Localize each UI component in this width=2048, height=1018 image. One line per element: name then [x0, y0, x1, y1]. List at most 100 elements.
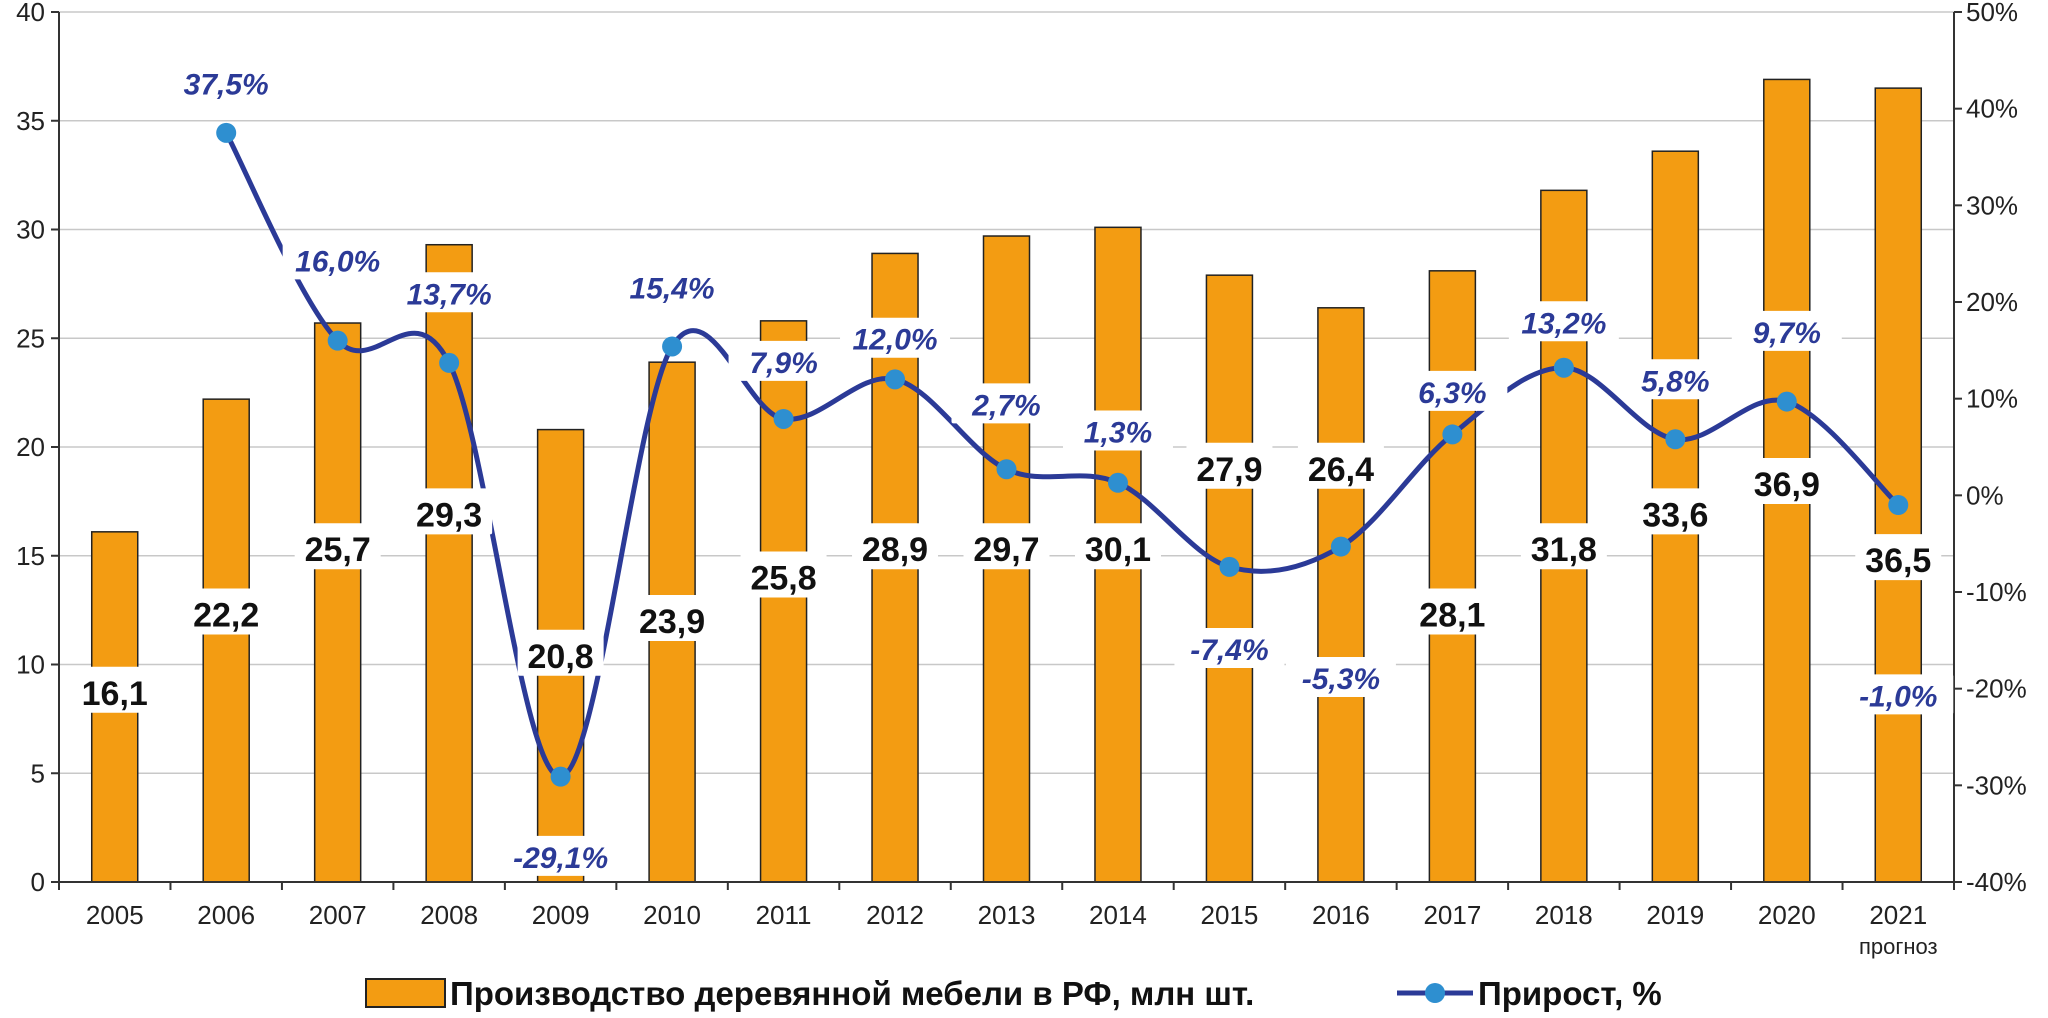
growth-value-label-bg [1062, 410, 1173, 451]
growth-value-label-bg [840, 317, 951, 358]
growth-value-label-text: -5,3% [1302, 663, 1380, 696]
x-tick-label: 2014 [1089, 900, 1147, 930]
growth-point-2017 [1442, 424, 1463, 445]
growth-value-label: 37,5% [171, 62, 282, 103]
y-left-tick-label: 15 [16, 541, 45, 571]
x-tick-label: 2015 [1201, 900, 1259, 930]
growth-point-2011 [773, 408, 794, 429]
bar-value-label-bg [517, 629, 604, 676]
bar-value-label: 20,8 [517, 629, 604, 676]
growth-value-label-text: -29,1% [513, 842, 608, 875]
y-right-tick-label: 10% [1966, 384, 2018, 414]
growth-value-label: 16,0% [282, 239, 393, 280]
bar-value-label: 22,2 [183, 588, 270, 635]
growth-value-label: -1,0% [1843, 674, 1954, 715]
bar-2017 [1428, 270, 1477, 883]
y-right-tick-label: 30% [1966, 190, 2018, 220]
legend-bar-label: Производство деревянной мебели в РФ, млн… [450, 975, 1254, 1012]
legend-line-marker [1425, 983, 1445, 1003]
growth-point-2019 [1665, 429, 1686, 450]
growth-value-label-bg [171, 62, 282, 103]
y-left-tick-label: 40 [16, 0, 45, 27]
growth-line [223, 131, 1901, 780]
bar-value-label-text: 33,6 [1642, 496, 1708, 534]
growth-value-label-text: 6,3% [1418, 377, 1486, 410]
bar-value-label-bg [1186, 442, 1273, 489]
bar-value-label-text: 25,7 [305, 531, 371, 569]
bar-value-label-bg [294, 523, 381, 570]
bar-value-label-text: 23,9 [639, 603, 705, 641]
growth-value-label-bg [617, 266, 728, 307]
bar-value-label-bg [71, 666, 158, 713]
growth-series [216, 122, 1909, 787]
bar-value-label-text: 31,8 [1531, 531, 1597, 569]
growth-point-2013 [996, 459, 1017, 480]
y-left-tick-label: 20 [16, 432, 45, 462]
x-tick-label: 2007 [309, 900, 367, 930]
growth-value-label-text: 12,0% [852, 324, 937, 357]
y-right-tick-label: -40% [1966, 867, 2027, 897]
x-tick-label: 2010 [643, 900, 701, 930]
bar-value-label-bg [1074, 523, 1161, 570]
bar-value-label-bg [963, 523, 1050, 570]
growth-point-2008 [439, 352, 460, 373]
x-tick-label: 2012 [866, 900, 924, 930]
bar-value-label-bg [1632, 488, 1719, 535]
growth-value-label-bg [728, 340, 839, 381]
growth-value-label: -29,1% [505, 835, 616, 876]
growth-point-2007 [327, 330, 348, 351]
x-tick-label: 2006 [197, 900, 255, 930]
legend-bar-swatch [365, 978, 446, 1008]
bar-value-label-text: 20,8 [528, 638, 594, 676]
bar-2016 [1317, 307, 1365, 883]
growth-value-label: 7,9% [728, 340, 839, 381]
bar-value-label-text: 29,7 [973, 531, 1039, 569]
y-left-tick-label: 25 [16, 323, 45, 353]
growth-value-label: -7,4% [1174, 628, 1285, 668]
growth-value-label-bg [1285, 657, 1396, 697]
growth-value-label-bg [505, 835, 616, 876]
bar-value-label: 36,5 [1855, 534, 1942, 581]
bar-value-label-bg [1297, 442, 1384, 489]
bar-value-label-bg [1743, 457, 1830, 504]
growth-value-label: 9,7% [1731, 310, 1842, 351]
axes: 0 5 10 15 20 25 30 35 40 -40% -30% -20% -10% 0% 10% 20%… [16, 0, 2027, 959]
x-tick-label: 2008 [420, 900, 478, 930]
bar-value-label: 33,6 [1632, 488, 1719, 535]
growth-value-label-bg [1397, 370, 1508, 411]
growth-value-label: 13,7% [394, 272, 505, 313]
y-right-tick-label: 0% [1966, 480, 2004, 510]
growth-value-label-bg [1174, 628, 1285, 668]
y-right-tick-label: -20% [1966, 674, 2027, 704]
growth-value-label-text: 9,7% [1753, 317, 1821, 350]
bar-value-label: 26,4 [1297, 442, 1384, 489]
growth-value-label-bg [1620, 359, 1731, 400]
growth-point-2020 [1776, 391, 1797, 412]
growth-point-2006 [216, 122, 237, 143]
x-tick-label: 2021 [1869, 900, 1927, 930]
growth-value-label-text: -1,0% [1859, 680, 1937, 713]
bar-value-label: 29,7 [963, 523, 1050, 570]
x-tick-label: 2020 [1758, 900, 1816, 930]
bar-value-label-text: 36,5 [1865, 542, 1931, 580]
y-left-tick-label: 5 [31, 758, 45, 788]
growth-value-label-text: -7,4% [1190, 634, 1268, 667]
growth-value-label-bg [1508, 301, 1619, 342]
x-tick-label: 2018 [1535, 900, 1593, 930]
bar-value-label-bg [629, 595, 716, 641]
y-right-tick-label: -10% [1966, 577, 2027, 607]
growth-value-label-text: 13,7% [407, 278, 492, 311]
growth-value-label-bg [282, 239, 393, 280]
y-left-tick-label: 30 [16, 215, 45, 245]
growth-value-label-bg [951, 383, 1062, 424]
x-tick-label: 2016 [1312, 900, 1370, 930]
growth-point-2009 [550, 766, 571, 787]
y-right-tick-label: 50% [1966, 0, 2018, 27]
bar-value-label: 23,9 [629, 595, 716, 641]
bar-value-label: 30,1 [1074, 523, 1161, 570]
bar-value-label: 31,8 [1520, 523, 1607, 570]
bar-value-label-text: 16,1 [82, 675, 148, 713]
bar-value-label-bg [183, 588, 270, 635]
y-left-tick-label: 10 [16, 650, 45, 680]
bar-value-label: 28,9 [852, 523, 939, 570]
